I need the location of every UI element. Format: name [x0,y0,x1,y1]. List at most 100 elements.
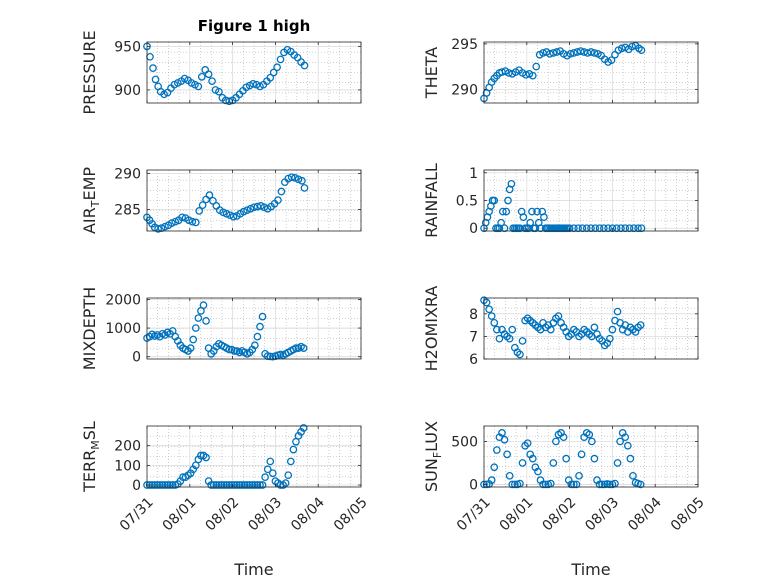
axes-box [146,169,362,232]
data-point [299,344,308,352]
data-point [189,335,198,344]
y-tick-label: 290 [114,167,141,183]
data-point [570,480,578,489]
data-point [287,173,296,182]
data-point [549,459,558,467]
data-point [567,480,576,489]
data-point [286,457,295,466]
subplot-air_temp: 285 290 AIRTEMP [80,167,362,234]
data-point [163,481,172,489]
y-tick-label: 100 [114,458,141,474]
data-point [239,207,248,216]
y-axis-label: TERRMSL [80,421,102,493]
data-point [151,75,160,84]
data-point [552,437,560,446]
data-point [263,465,272,474]
data-point [554,312,563,320]
data-point [605,480,614,489]
series-markers [480,296,645,359]
data-point [636,321,645,329]
series-markers [143,173,309,233]
data-point [613,307,622,316]
data-point [566,49,575,58]
data-point [582,224,591,233]
subplot-mixdepth: 0 1000 2000 MIXDEPTH [80,287,362,370]
data-point [150,481,159,489]
data-point [595,224,604,233]
axes-box [483,425,699,488]
data-point [492,446,501,454]
y-tick-label: 290 [451,82,478,98]
data-point [198,201,207,210]
data-point [266,352,275,361]
data-point [502,207,511,216]
subplot-terr_msl: 0 100 200 07/31 08/01 08/02 08/03 08/04 08/05 Tim… [80,421,371,579]
data-point [572,480,581,489]
data-point [487,476,496,484]
data-point [194,314,203,322]
data-point [197,73,206,81]
data-point [225,345,234,354]
data-point [578,224,587,233]
data-point [191,218,200,227]
data-point [158,481,167,489]
data-point [605,334,614,343]
subplot-h2omixra: 6 7 8 H2OMIXRA [422,286,699,371]
data-point [199,301,208,310]
data-point [528,207,536,216]
data-point [590,323,599,332]
data-point [153,481,162,489]
data-point [629,224,638,233]
data-point [587,48,595,56]
data-point [625,224,634,233]
data-point [209,197,217,205]
data-point [281,479,290,487]
data-point [273,63,281,72]
data-point [258,312,267,321]
data-point [289,445,298,454]
series-markers [143,301,308,361]
data-point [230,347,239,355]
data-point [155,481,164,489]
data-point [532,62,541,71]
data-point [171,217,180,226]
x-tick-label: 08/05 [668,494,708,534]
data-point [167,219,176,227]
data-point [539,480,547,489]
data-point [626,454,635,463]
data-point [590,49,599,57]
subplot-pressure: 900 950 PRESSURE Figure 1 high [80,17,362,115]
data-point [516,350,524,359]
y-tick-label: 0 [469,221,478,237]
y-axis-label: AIRTEMP [80,167,102,234]
y-axis-label: THETA [422,47,441,99]
data-point [498,429,506,437]
data-point [585,430,594,439]
y-tick-label: 1000 [105,321,141,337]
y-tick-label: 200 [114,439,141,455]
data-point [595,480,604,489]
data-point [256,481,264,489]
data-point [577,450,586,459]
data-point [621,224,630,233]
data-point [215,87,223,96]
data-point [623,441,632,450]
data-point [504,196,512,205]
subplot-rainfall: 0 0.5 1 RAINFALL [422,163,699,238]
x-axis-label: Time [233,560,273,579]
data-point [251,341,259,350]
data-point [552,48,561,56]
data-point [191,324,200,332]
data-point [507,180,516,188]
x-tick-label: 08/04 [288,494,328,534]
data-point [546,325,555,334]
data-point [276,55,285,64]
y-axis-label: PRESSURE [80,30,99,114]
axes-box [483,297,699,360]
data-point [277,187,286,196]
x-tick-label: 08/05 [331,494,371,534]
data-point [145,481,154,489]
data-point [186,344,195,352]
y-tick-label: 1 [469,166,478,182]
data-point [202,453,210,462]
